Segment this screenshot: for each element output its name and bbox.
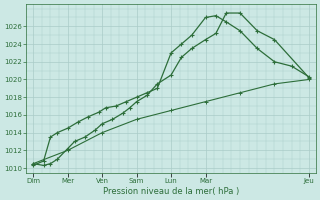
X-axis label: Pression niveau de la mer( hPa ): Pression niveau de la mer( hPa ) bbox=[103, 187, 239, 196]
